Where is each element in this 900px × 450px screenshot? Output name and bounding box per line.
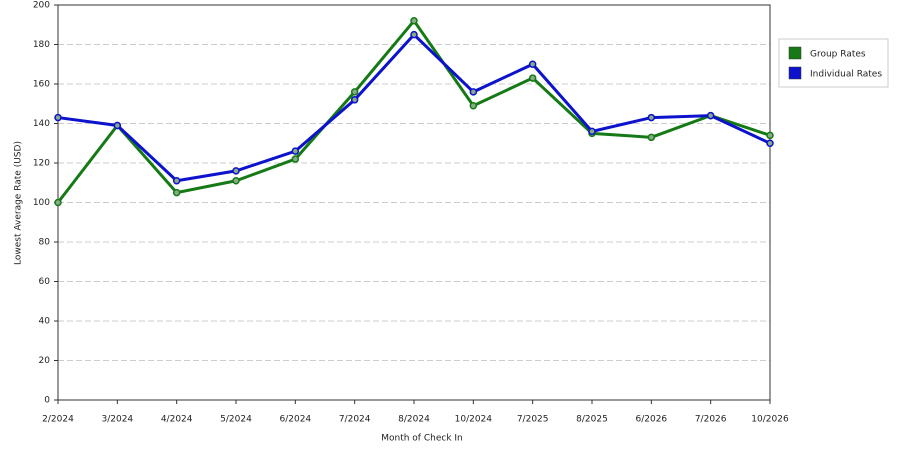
point — [766, 139, 774, 147]
x-tick-label: 6/2026 — [635, 415, 667, 425]
point — [706, 111, 715, 120]
y-tick-label: 60 — [39, 277, 51, 287]
point — [469, 101, 478, 110]
x-tick-label: 2/2024 — [42, 415, 74, 425]
series-line — [57, 32, 771, 183]
point — [647, 133, 656, 142]
y-axis-label: Lowest Average Rate (USD) — [14, 141, 24, 265]
legend-swatch — [788, 66, 802, 80]
y-tick-label: 20 — [39, 356, 51, 366]
x-tick-label: 10/2026 — [751, 415, 789, 425]
point — [54, 198, 62, 207]
y-tick-label: 120 — [33, 159, 50, 169]
point — [232, 177, 240, 185]
point — [350, 96, 359, 104]
point — [291, 147, 300, 155]
y-tick-label: 0 — [44, 396, 50, 406]
x-tick-label: 10/2024 — [455, 415, 493, 425]
y-tick-label: 100 — [33, 198, 50, 208]
point — [469, 88, 478, 96]
x-tick-label: 7/2026 — [695, 415, 727, 425]
point — [172, 188, 181, 197]
x-tick-label: 7/2024 — [339, 415, 371, 425]
x-tick-label: 6/2024 — [279, 415, 311, 425]
legend-box — [778, 38, 889, 88]
point — [410, 30, 418, 39]
point — [232, 167, 240, 175]
series-line — [56, 18, 771, 204]
point — [528, 60, 537, 68]
legend-label: Individual Rates — [810, 70, 882, 80]
x-tick-label: 3/2024 — [101, 415, 133, 425]
point — [350, 88, 359, 96]
x-tick-label: 8/2024 — [398, 415, 430, 425]
point — [172, 177, 181, 185]
x-axis-label: Month of Check In — [381, 434, 463, 444]
point — [291, 155, 300, 163]
point — [528, 74, 537, 82]
y-tick-label: 80 — [39, 238, 51, 248]
y-tick-label: 40 — [39, 317, 51, 327]
point — [54, 113, 62, 122]
point — [410, 17, 418, 25]
point — [588, 127, 596, 136]
x-tick-label: 4/2024 — [161, 415, 193, 425]
point — [113, 121, 122, 130]
x-tick-label: 8/2025 — [576, 415, 608, 425]
y-tick-label: 200 — [33, 1, 50, 11]
y-tick-label: 160 — [33, 80, 50, 90]
y-tick-label: 180 — [33, 40, 50, 50]
legend-swatch — [788, 46, 802, 60]
legend-label: Group Rates — [810, 50, 866, 60]
point — [766, 131, 774, 140]
x-tick-label: 5/2024 — [220, 415, 252, 425]
x-tick-label: 7/2025 — [517, 415, 549, 425]
point — [647, 113, 656, 122]
y-tick-label: 140 — [33, 119, 50, 129]
